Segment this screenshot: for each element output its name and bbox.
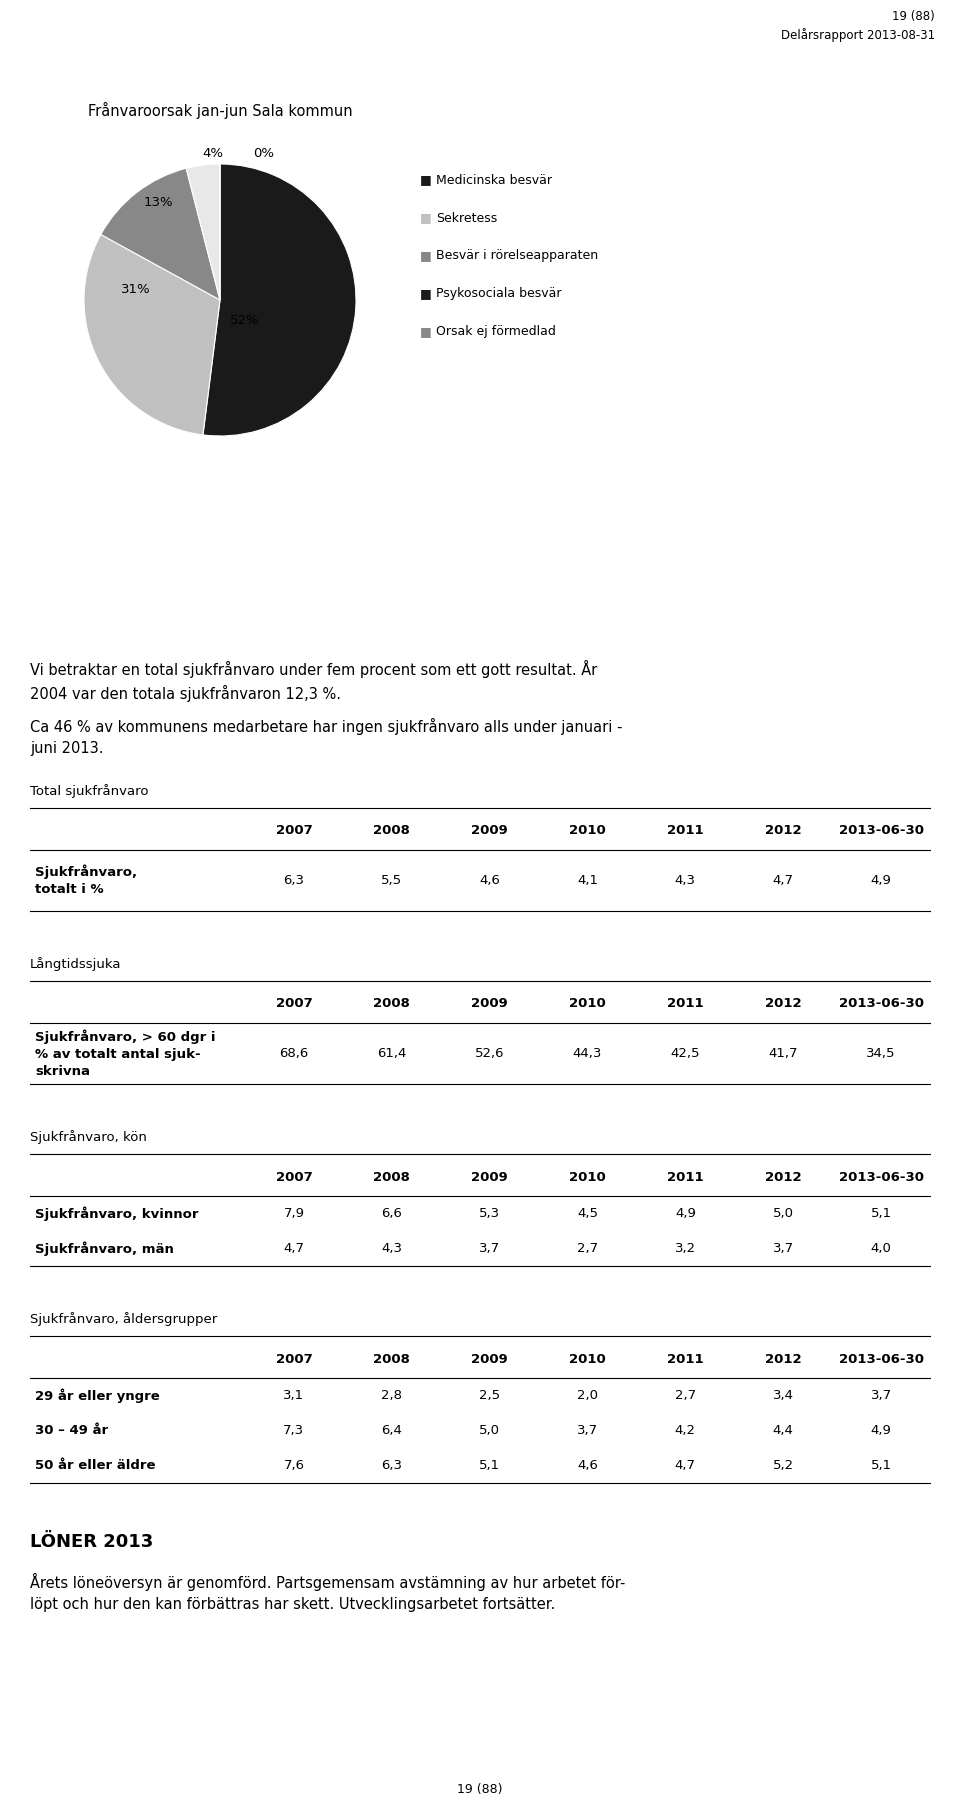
- Text: Total sjukfrånvaro: Total sjukfrånvaro: [30, 784, 149, 798]
- Text: 3,1: 3,1: [283, 1390, 304, 1402]
- Text: 6,6: 6,6: [381, 1208, 402, 1221]
- Text: 2008: 2008: [373, 1353, 410, 1366]
- Text: Besvär i rörelseapparaten: Besvär i rörelseapparaten: [436, 250, 598, 263]
- Text: 3,2: 3,2: [675, 1243, 696, 1255]
- Text: 3,7: 3,7: [577, 1424, 598, 1437]
- Text: 2012: 2012: [765, 1170, 802, 1185]
- Text: Orsak ej förmedlad: Orsak ej förmedlad: [436, 325, 556, 339]
- Text: 4,3: 4,3: [381, 1243, 402, 1255]
- Text: 4,9: 4,9: [871, 1424, 892, 1437]
- Text: 6,3: 6,3: [283, 874, 304, 887]
- Text: 5,2: 5,2: [773, 1460, 794, 1473]
- Text: Ca 46 % av kommunens medarbetare har ingen sjukfrånvaro alls under januari -
jun: Ca 46 % av kommunens medarbetare har ing…: [30, 718, 622, 756]
- Text: Långtidssjuka: Långtidssjuka: [30, 956, 122, 970]
- Text: 2013-06-30: 2013-06-30: [839, 998, 924, 1010]
- Text: 5,1: 5,1: [871, 1208, 892, 1221]
- Text: LÖNER 2013: LÖNER 2013: [30, 1533, 154, 1551]
- Text: 2011: 2011: [667, 998, 704, 1010]
- Text: 3,7: 3,7: [773, 1243, 794, 1255]
- Text: ■: ■: [420, 325, 432, 339]
- Text: 2013-06-30: 2013-06-30: [839, 1353, 924, 1366]
- Text: 2007: 2007: [276, 1353, 312, 1366]
- Text: Sjukfrånvaro, kön: Sjukfrånvaro, kön: [30, 1130, 147, 1145]
- Text: 2012: 2012: [765, 825, 802, 838]
- Text: 4%: 4%: [203, 147, 224, 160]
- Text: 2008: 2008: [373, 998, 410, 1010]
- Text: 2007: 2007: [276, 998, 312, 1010]
- Text: 0%: 0%: [253, 147, 274, 160]
- Text: 2013-06-30: 2013-06-30: [839, 1170, 924, 1185]
- Wedge shape: [101, 169, 220, 299]
- Text: 2008: 2008: [373, 825, 410, 838]
- Text: 2,7: 2,7: [675, 1390, 696, 1402]
- Text: 68,6: 68,6: [279, 1047, 308, 1059]
- Text: 42,5: 42,5: [671, 1047, 700, 1059]
- Text: 4,7: 4,7: [283, 1243, 304, 1255]
- Text: Sjukfrånvaro, män: Sjukfrånvaro, män: [35, 1241, 174, 1255]
- Text: 2011: 2011: [667, 1353, 704, 1366]
- Text: 7,3: 7,3: [283, 1424, 304, 1437]
- Text: 4,1: 4,1: [577, 874, 598, 887]
- Text: 2009: 2009: [471, 825, 508, 838]
- Text: 19 (88)
Delårsrapport 2013-08-31: 19 (88) Delårsrapport 2013-08-31: [780, 11, 935, 42]
- Text: 4,9: 4,9: [675, 1208, 696, 1221]
- Text: 41,7: 41,7: [768, 1047, 798, 1059]
- Text: 3,7: 3,7: [479, 1243, 500, 1255]
- Text: 4,6: 4,6: [577, 1460, 598, 1473]
- Wedge shape: [203, 163, 356, 435]
- Text: 2,5: 2,5: [479, 1390, 500, 1402]
- Text: 2010: 2010: [569, 998, 606, 1010]
- Text: 6,4: 6,4: [381, 1424, 402, 1437]
- Text: 30 – 49 år: 30 – 49 år: [35, 1424, 108, 1437]
- Text: 2010: 2010: [569, 825, 606, 838]
- Text: 44,3: 44,3: [573, 1047, 602, 1059]
- Text: 4,0: 4,0: [871, 1243, 892, 1255]
- Text: 2009: 2009: [471, 998, 508, 1010]
- Text: 4,2: 4,2: [675, 1424, 696, 1437]
- Text: 4,4: 4,4: [773, 1424, 794, 1437]
- Text: 29 år eller yngre: 29 år eller yngre: [35, 1390, 159, 1404]
- Text: 4,6: 4,6: [479, 874, 500, 887]
- Text: 2012: 2012: [765, 998, 802, 1010]
- Text: ■: ■: [420, 287, 432, 301]
- Text: 5,1: 5,1: [871, 1460, 892, 1473]
- Text: Medicinska besvär: Medicinska besvär: [436, 174, 552, 187]
- Text: Vi betraktar en total sjukfrånvaro under fem procent som ett gott resultat. År
2: Vi betraktar en total sjukfrånvaro under…: [30, 660, 597, 702]
- Text: Psykosociala besvär: Psykosociala besvär: [436, 287, 562, 301]
- Text: 5,0: 5,0: [479, 1424, 500, 1437]
- Text: Sjukfrånvaro,
totalt i %: Sjukfrånvaro, totalt i %: [35, 865, 137, 896]
- Text: 2010: 2010: [569, 1170, 606, 1185]
- Text: 4,9: 4,9: [871, 874, 892, 887]
- Text: 4,3: 4,3: [675, 874, 696, 887]
- Title: Frånvaroorsak jan-jun Sala kommun: Frånvaroorsak jan-jun Sala kommun: [87, 102, 352, 120]
- Text: 13%: 13%: [144, 196, 174, 209]
- Text: 2012: 2012: [765, 1353, 802, 1366]
- Text: Sjukfrånvaro, kvinnor: Sjukfrånvaro, kvinnor: [35, 1206, 199, 1221]
- Text: 2009: 2009: [471, 1170, 508, 1185]
- Text: 34,5: 34,5: [866, 1047, 896, 1059]
- Text: 19 (88): 19 (88): [457, 1783, 503, 1796]
- Text: 2013-06-30: 2013-06-30: [839, 825, 924, 838]
- Text: 3,7: 3,7: [871, 1390, 892, 1402]
- Text: 2010: 2010: [569, 1353, 606, 1366]
- Text: 50 år eller äldre: 50 år eller äldre: [35, 1460, 156, 1473]
- Text: 4,5: 4,5: [577, 1208, 598, 1221]
- Text: 61,4: 61,4: [377, 1047, 406, 1059]
- Text: 2011: 2011: [667, 825, 704, 838]
- Text: 5,3: 5,3: [479, 1208, 500, 1221]
- Text: 5,5: 5,5: [381, 874, 402, 887]
- Text: 2008: 2008: [373, 1170, 410, 1185]
- Text: 5,1: 5,1: [479, 1460, 500, 1473]
- Text: 7,6: 7,6: [283, 1460, 304, 1473]
- Text: 2,8: 2,8: [381, 1390, 402, 1402]
- Text: Sekretess: Sekretess: [436, 212, 497, 225]
- Text: 4,7: 4,7: [675, 1460, 696, 1473]
- Text: 5,0: 5,0: [773, 1208, 794, 1221]
- Text: ■: ■: [420, 250, 432, 263]
- Text: Sjukfrånvaro, åldersgrupper: Sjukfrånvaro, åldersgrupper: [30, 1312, 217, 1326]
- Text: 6,3: 6,3: [381, 1460, 402, 1473]
- Text: 52,6: 52,6: [475, 1047, 504, 1059]
- Text: 4,7: 4,7: [773, 874, 794, 887]
- Wedge shape: [84, 234, 220, 435]
- Text: 31%: 31%: [121, 283, 151, 296]
